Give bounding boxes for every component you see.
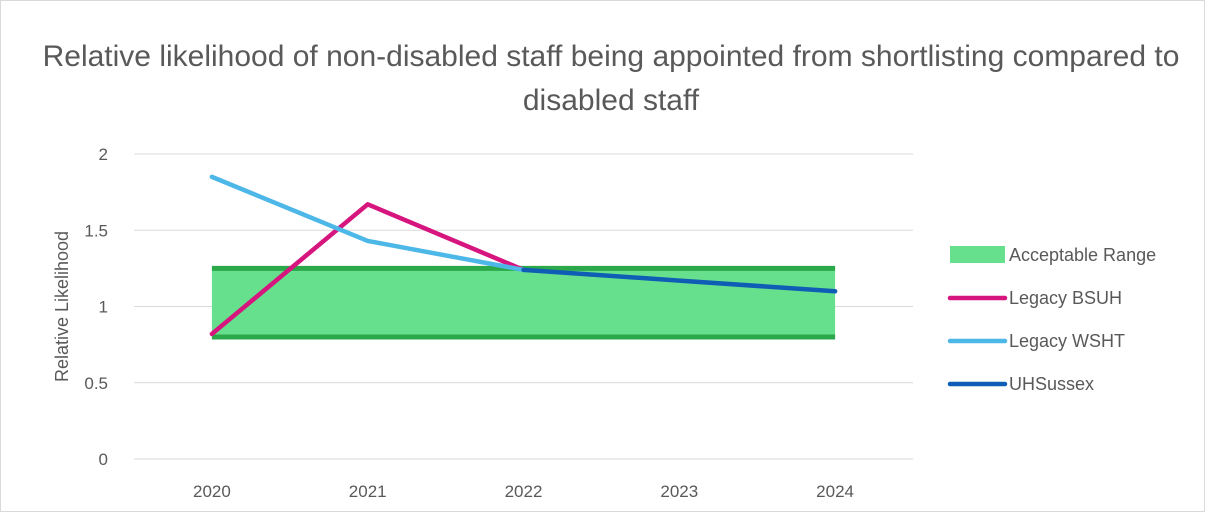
y-axis-title: Relative Likelihood xyxy=(52,231,72,382)
y-tick-label: 0 xyxy=(99,450,108,469)
acceptable-range-band xyxy=(211,268,836,337)
legend-label-legacy-wsht: Legacy WSHT xyxy=(1009,331,1125,351)
y-tick-label: 2 xyxy=(99,145,108,164)
series-line-legacy-wsht xyxy=(209,174,526,273)
legend-label-legacy-bsuh: Legacy BSUH xyxy=(1009,288,1122,308)
x-tick-label: 2024 xyxy=(816,482,854,501)
chart-title: Relative likelihood of non-disabled staf… xyxy=(42,40,1180,117)
y-tick-label: 0.5 xyxy=(84,374,108,393)
legend-label-acceptable-range: Acceptable Range xyxy=(1009,245,1156,265)
x-tick-label: 2021 xyxy=(349,482,387,501)
x-tick-label: 2020 xyxy=(193,482,231,501)
legend-swatch-acceptable-range xyxy=(950,246,1005,263)
y-tick-label: 1.5 xyxy=(84,221,108,240)
x-tick-label: 2023 xyxy=(660,482,698,501)
y-tick-label: 1 xyxy=(99,298,108,317)
x-tick-label: 2022 xyxy=(505,482,543,501)
legend-label-uhsussex: UHSussex xyxy=(1009,374,1094,394)
